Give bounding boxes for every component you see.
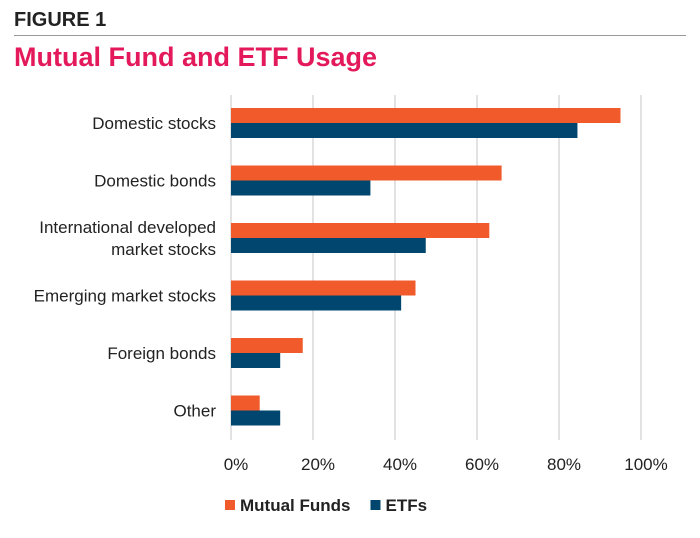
category-label: market stocks <box>111 240 216 259</box>
category-label: Domestic bonds <box>94 172 216 191</box>
bar-etfs <box>231 353 281 368</box>
category-label: International developed <box>39 218 216 237</box>
bar-mutual-funds <box>231 280 416 296</box>
bar-mutual-funds <box>231 165 502 181</box>
bar-etfs <box>231 410 281 426</box>
tick-label: 20% <box>301 455 335 474</box>
category-label: Domestic stocks <box>92 114 216 133</box>
tick-label: 60% <box>465 455 499 474</box>
figure-label: FIGURE 1 <box>14 9 107 31</box>
bar-mutual-funds <box>231 395 260 411</box>
chart-title: Mutual Fund and ETF Usage <box>14 42 377 72</box>
legend-swatch <box>370 500 381 510</box>
bar-etfs <box>231 295 402 311</box>
bar-etfs <box>231 180 371 196</box>
category-label: Other <box>173 402 216 421</box>
divider <box>14 35 686 36</box>
tick-label: 40% <box>383 455 417 474</box>
bar-etfs <box>231 123 578 138</box>
legend-swatch <box>225 500 235 510</box>
bar-mutual-funds <box>231 223 490 238</box>
tick-label: 0% <box>224 455 249 474</box>
legend-label: ETFs <box>385 496 427 515</box>
bar-mutual-funds <box>231 108 621 123</box>
tick-label: 100% <box>624 455 667 474</box>
category-label: Emerging market stocks <box>34 287 216 306</box>
category-label: Foreign bonds <box>107 344 216 363</box>
legend-label: Mutual Funds <box>240 496 350 515</box>
bar-mutual-funds <box>231 338 303 353</box>
bar-etfs <box>231 238 426 253</box>
tick-label: 80% <box>547 455 581 474</box>
